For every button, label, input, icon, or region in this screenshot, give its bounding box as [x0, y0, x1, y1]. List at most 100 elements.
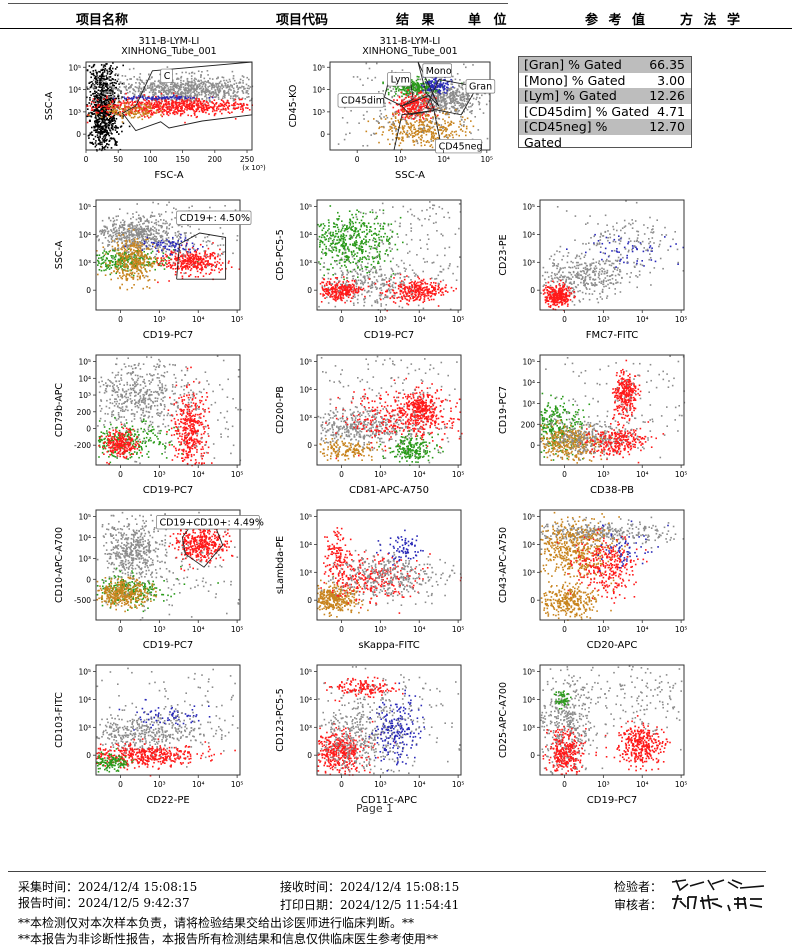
y-tick-label: 10⁵ [312, 63, 325, 72]
population-red [375, 274, 457, 312]
x-tick-label: 10³ [597, 470, 610, 479]
x-tick-label: 10³ [153, 470, 166, 479]
y-tick-label: 0 [320, 130, 325, 139]
x-tick-label: 100 [143, 155, 158, 164]
x-tick-label: 10⁵ [452, 470, 465, 479]
y-tick-label: 10³ [522, 568, 535, 577]
y-tick-label: 10³ [78, 391, 91, 400]
y-tick-label: 10⁵ [78, 513, 91, 522]
y-tick-label: 10³ [299, 258, 312, 267]
x-tick-label: 10⁴ [192, 470, 205, 479]
report-time: 报告时间：2024/12/5 9:42:37 [18, 894, 190, 911]
y-tick-label: 10⁴ [78, 230, 91, 239]
population-green [97, 566, 219, 612]
y-axis-label: CD103-FITC [54, 692, 65, 748]
x-tick-label: 0 [562, 625, 567, 634]
header-result: 结 果 [396, 9, 439, 28]
y-tick-label: 10⁵ [299, 203, 312, 212]
population-blue [566, 234, 684, 268]
x-axis-label: FMC7-FITC [586, 330, 639, 341]
y-axis-label: CD10-APC-A700 [54, 527, 65, 603]
y-tick-label: 10⁴ [522, 695, 535, 704]
y-tick-label: 10³ [299, 723, 312, 732]
event-cloud [96, 668, 239, 777]
gate-stat-label: [CD45dim] % Gated [524, 104, 649, 120]
y-tick-label: 10³ [68, 108, 81, 117]
collect-time: 采集时间：2024/12/4 15:08:15 [18, 878, 197, 895]
y-axis-label: sLambda-PE [275, 536, 286, 594]
gate-stat-value: 66.35 [649, 57, 685, 73]
table-header: 项目名称 项目代码 结 果 单 位 参 考 值 方 法 学 [0, 0, 792, 29]
y-tick-label: 10⁴ [78, 374, 91, 383]
population-red [543, 726, 598, 775]
x-tick-label: 10³ [374, 470, 387, 479]
event-cloud [540, 512, 684, 621]
y-tick-label: 10⁵ [299, 358, 312, 367]
y-tick-label: 10³ [299, 568, 312, 577]
x-tick-label: 10⁵ [231, 315, 244, 324]
gate-stat-label: [Gran] % Gated [524, 57, 622, 73]
y-tick-label: 200 [77, 408, 92, 417]
x-tick-label: 10⁵ [675, 315, 688, 324]
gate-label: Lym [391, 75, 410, 86]
tester-signature [668, 876, 768, 894]
y-axis-label: CD45-KO [288, 85, 299, 128]
y-axis-label: CD200-PB [275, 386, 286, 434]
x-tick-label: 0 [339, 315, 344, 324]
print-date-value: 2024/12/5 11:54:41 [340, 898, 459, 912]
y-axis-label: CD23-PE [498, 234, 509, 275]
event-cloud [318, 666, 461, 776]
x-tick-label: 0 [118, 625, 123, 634]
y-tick-label: 10³ [522, 723, 535, 732]
footer-rule [8, 871, 766, 872]
y-tick-label: 10⁴ [522, 540, 535, 549]
y-tick-label: 0 [86, 286, 91, 295]
x-axis-label: CD38-PB [590, 485, 634, 496]
y-tick-label: 10³ [78, 554, 91, 563]
y-tick-label: 10⁴ [299, 695, 312, 704]
x-axis-label: CD22-PE [146, 795, 189, 806]
y-tick-label: 0 [86, 575, 91, 584]
reviewer-signature [668, 893, 768, 913]
y-tick-label: 0 [307, 286, 312, 295]
plot-area: 311-B-LYM-LIXINHONG_Tube_001LymMonoGranC… [288, 36, 495, 181]
x-tick-label: 10⁵ [675, 470, 688, 479]
x-tick-label: 0 [118, 470, 123, 479]
gate-stat-value: 4.71 [657, 104, 685, 120]
page-number: Page 1 [356, 802, 393, 815]
y-tick-label: 0 [530, 751, 535, 760]
x-tick-label: 200 [208, 155, 223, 164]
event-cloud [97, 355, 242, 466]
y-axis-label: SSC-A [54, 240, 65, 269]
population-black [86, 62, 130, 151]
x-tick-label: 0 [118, 780, 123, 789]
y-tick-label: -200 [74, 441, 91, 450]
y-tick-label: 10⁴ [522, 230, 535, 239]
x-axis-label: CD20-APC [587, 640, 638, 651]
x-tick-label: 0 [562, 470, 567, 479]
gate-stat-label: [CD45neg] % Gated [524, 119, 649, 135]
y-tick-label: -500 [74, 596, 91, 605]
y-tick-label: 10⁴ [299, 540, 312, 549]
gate-stat-value: 3.00 [657, 73, 685, 89]
x-axis-label: FSC-A [154, 170, 183, 181]
x-axis-label: sKappa-FITC [358, 640, 419, 651]
x-axis-label: CD19-PC7 [587, 795, 637, 806]
plot-title-line: XINHONG_Tube_001 [121, 46, 216, 57]
y-tick-label: 0 [86, 424, 91, 433]
y-tick-label: 10³ [78, 258, 91, 267]
event-cloud [318, 356, 463, 466]
